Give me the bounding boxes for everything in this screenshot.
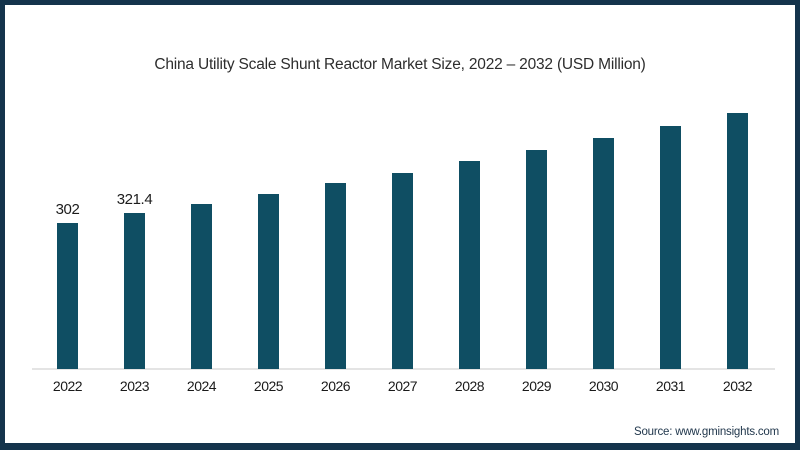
bar-column-2026: 2026	[302, 105, 369, 394]
bar-2028	[459, 161, 480, 369]
x-tick-label-2023: 2023	[119, 378, 150, 394]
bar-column-2022: 2022 302	[34, 105, 101, 394]
bar-column-2025: 2025	[235, 105, 302, 394]
bar-column-2028: 2028	[436, 105, 503, 394]
bar-2032	[727, 113, 748, 369]
x-tick-label-2026: 2026	[320, 378, 351, 394]
bar-2029	[526, 150, 547, 369]
source-attribution: Source: www.gminsights.com	[634, 426, 779, 438]
bar-value-label-2022: 302	[55, 201, 80, 218]
bar-2024	[191, 204, 212, 369]
bar-column-2023: 2023 321.4	[101, 105, 168, 394]
x-tick-label-2028: 2028	[454, 378, 485, 394]
bar-value-label-2023: 321.4	[116, 191, 153, 208]
bar-column-2024: 2024	[168, 105, 235, 394]
x-tick-label-2027: 2027	[387, 378, 418, 394]
x-tick-label-2030: 2030	[588, 378, 619, 394]
bar-column-2029: 2029	[503, 105, 570, 394]
x-tick-label-2029: 2029	[521, 378, 552, 394]
bar-2026	[325, 183, 346, 369]
bar-2031	[660, 126, 681, 369]
bar-column-2031: 2031	[637, 105, 704, 394]
bar-column-2032: 2032	[704, 105, 771, 394]
bar-2025	[258, 194, 279, 369]
x-tick-label-2031: 2031	[655, 378, 686, 394]
bar-2022	[57, 223, 78, 369]
bar-2030	[593, 138, 614, 369]
bar-column-2030: 2030	[570, 105, 637, 394]
bar-column-2027: 2027	[369, 105, 436, 394]
x-tick-label-2025: 2025	[253, 378, 284, 394]
x-tick-label-2024: 2024	[186, 378, 217, 394]
bar-2023	[124, 213, 145, 369]
x-tick-label-2022: 2022	[52, 378, 83, 394]
bar-2027	[392, 173, 413, 369]
chart-title: China Utility Scale Shunt Reactor Market…	[154, 56, 646, 73]
plot-area: 2022 302 2023 321.4 2024 2025 2026 2027 2028 2029…	[32, 105, 775, 394]
x-tick-label-2032: 2032	[722, 378, 753, 394]
x-axis-line	[32, 368, 775, 370]
